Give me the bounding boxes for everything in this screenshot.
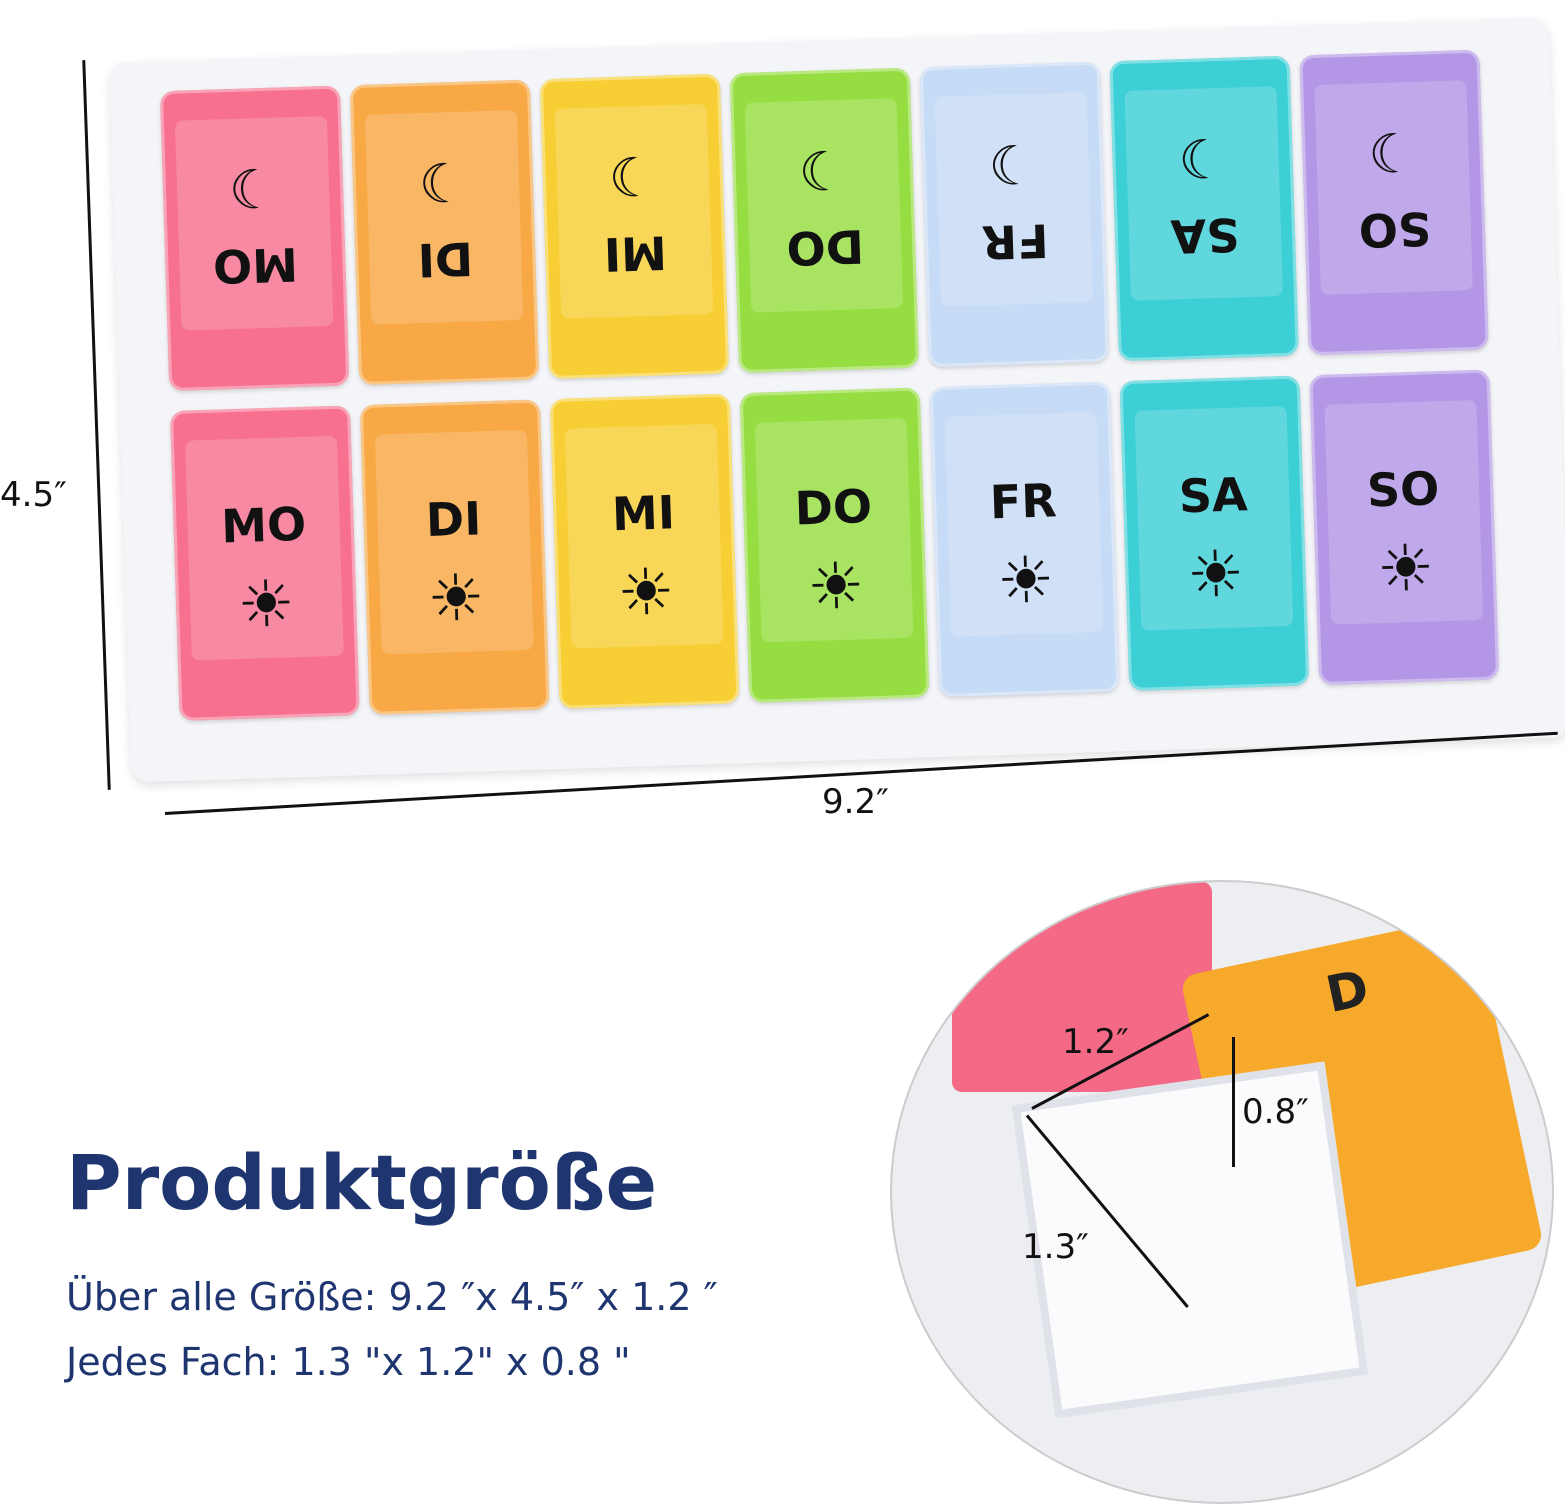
lid-bottom-mo[interactable]: MO ☀: [170, 405, 360, 721]
compartment-width-label: 1.2″: [1062, 1022, 1129, 1062]
sun-icon: ☀: [1185, 537, 1246, 614]
lid-top-do[interactable]: DO ☾: [729, 67, 920, 374]
day-label: FR: [980, 213, 1050, 270]
lid-window: [1124, 86, 1283, 301]
moon-icon: ☾: [227, 157, 279, 223]
lid-top-mi[interactable]: MI ☾: [539, 73, 730, 380]
lid-top-di[interactable]: DI ☾: [349, 79, 540, 386]
lid-window: [174, 115, 334, 331]
width-label: 9.2″: [822, 782, 889, 822]
day-label: MO: [212, 236, 299, 294]
lid-bottom-do[interactable]: DO ☀: [739, 387, 930, 703]
day-label: DO: [793, 479, 873, 536]
moon-icon: ☾: [1177, 127, 1228, 193]
day-label: SA: [1169, 207, 1241, 264]
compartment-depth-label: 0.8″: [1242, 1092, 1309, 1132]
lid-window: [1314, 80, 1473, 295]
lid-top-so[interactable]: SO ☾: [1299, 49, 1489, 356]
moon-icon: ☾: [1367, 121, 1418, 187]
lid-window: [744, 98, 904, 313]
sun-icon: ☀: [806, 549, 866, 626]
day-label: DI: [416, 231, 474, 288]
day-label: MI: [611, 485, 676, 542]
day-label: DO: [785, 219, 865, 276]
lid-top-sa[interactable]: SA ☾: [1109, 55, 1299, 362]
overall-size: Über alle Größe: 9.2 ″x 4.5″ x 1.2 ″: [66, 1275, 718, 1319]
moon-icon: ☾: [797, 139, 849, 205]
lid-top-fr[interactable]: FR ☾: [919, 61, 1109, 368]
day-label: SO: [1357, 201, 1432, 258]
sun-icon: ☀: [236, 567, 296, 644]
height-label: 4.5″: [0, 475, 67, 515]
compartment-size: Jedes Fach: 1.3 "x 1.2" x 0.8 ": [66, 1340, 631, 1384]
sun-icon: ☀: [1375, 531, 1436, 608]
lid-top-mo[interactable]: MO ☾: [159, 85, 350, 392]
day-label: SA: [1177, 467, 1249, 524]
lid-bottom-mi[interactable]: MI ☀: [549, 393, 740, 709]
open-lid-mo: [952, 882, 1212, 1092]
compartment-length-label: 1.3″: [1022, 1227, 1089, 1267]
compartment-depth-arrow: [1232, 1037, 1235, 1167]
moon-icon: ☾: [607, 145, 659, 211]
lid-bottom-so[interactable]: SO ☀: [1309, 369, 1500, 686]
lid-window: [554, 104, 714, 319]
day-label: MO: [220, 496, 307, 554]
compartment-detail-inset: D 1.2″ 0.8″ 1.3″: [890, 880, 1554, 1504]
sun-icon: ☀: [995, 543, 1056, 620]
lid-bottom-sa[interactable]: SA ☀: [1119, 375, 1310, 692]
moon-icon: ☾: [417, 151, 469, 217]
day-label: MI: [603, 225, 668, 282]
day-label: FR: [989, 473, 1058, 530]
lid-window: [934, 92, 1094, 307]
pill-organizer-tray: MO ☾ MO ☀ DI ☾ DI ☀ MI ☾ MI ☀ DO ☾ DO ☀ FR ☾ FR ☀ SA ☾ SA ☀ SO ☾ S…: [109, 17, 1565, 783]
lid-bottom-fr[interactable]: FR ☀: [929, 381, 1120, 698]
sun-icon: ☀: [426, 561, 486, 638]
lid-letter: D: [1321, 958, 1374, 1025]
height-arrow: [82, 60, 111, 790]
sun-icon: ☀: [616, 555, 676, 632]
day-label: SO: [1366, 461, 1441, 518]
page-title: Produktgröße: [66, 1138, 658, 1227]
moon-icon: ☾: [987, 133, 1038, 199]
day-label: DI: [425, 491, 483, 548]
lid-bottom-di[interactable]: DI ☀: [359, 399, 550, 715]
lid-window: [364, 110, 524, 325]
